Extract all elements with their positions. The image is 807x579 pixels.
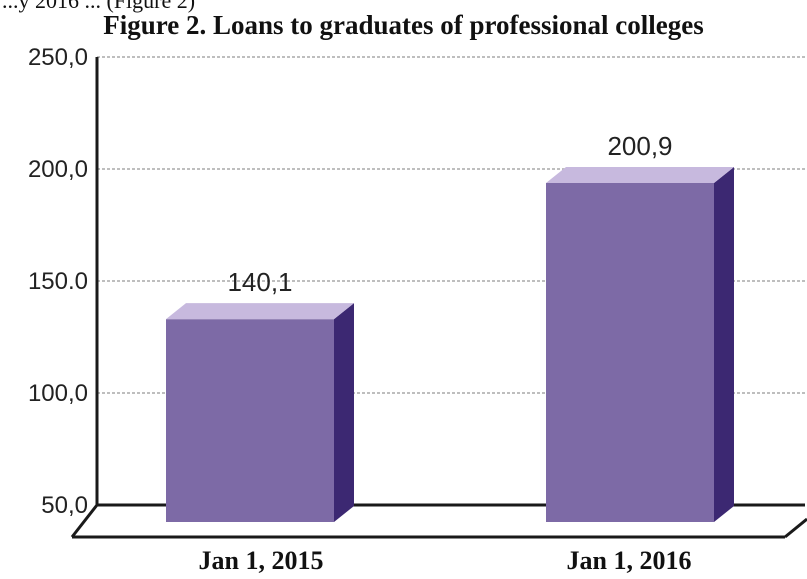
x-category-label: Jan 1, 2015	[199, 546, 324, 575]
y-tick-label: 100,0	[28, 380, 88, 407]
bar-top	[166, 303, 354, 319]
y-tick-label: 250,0	[28, 44, 88, 71]
bar-front	[166, 319, 334, 522]
bar-side	[714, 167, 734, 522]
x-category-label: Jan 1, 2016	[567, 546, 692, 575]
bars	[166, 167, 734, 522]
bar-front	[546, 183, 714, 522]
y-tick-label: 50,0	[41, 492, 88, 519]
floor-right-edge	[785, 519, 807, 537]
y-tick-label: 200,0	[28, 156, 88, 183]
data-label: 140,1	[227, 267, 292, 297]
bar-side	[334, 303, 354, 522]
bar-top	[546, 167, 734, 183]
data-label: 200,9	[607, 131, 672, 161]
y-tick-label: 150.0	[28, 268, 88, 295]
